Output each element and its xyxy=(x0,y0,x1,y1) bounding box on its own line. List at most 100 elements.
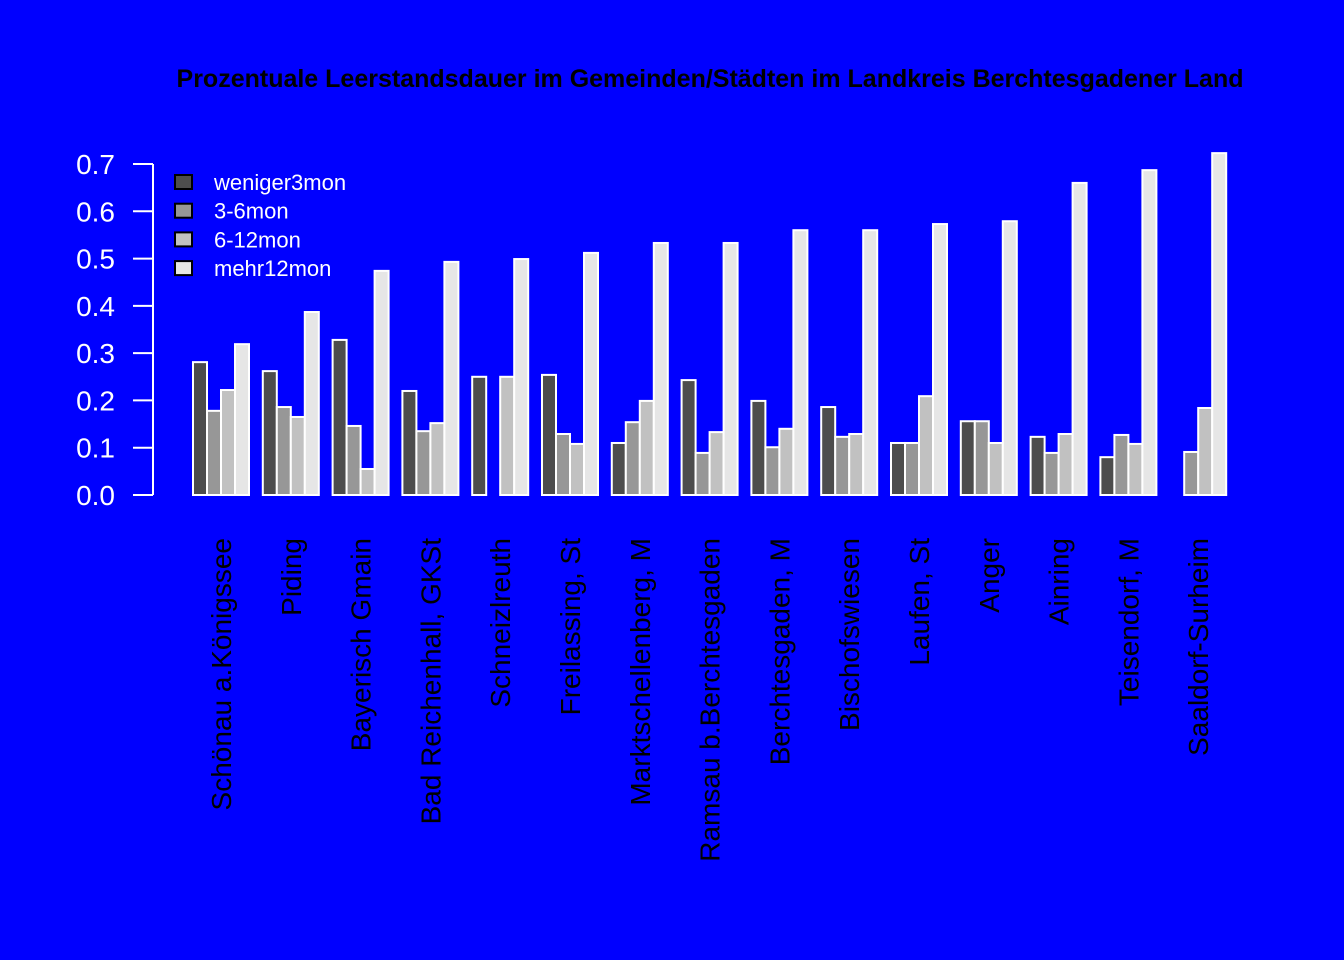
legend-label: 3-6mon xyxy=(214,199,289,224)
bar-mehr12mon xyxy=(1141,169,1158,496)
x-tick-label: Freilassing, St xyxy=(555,538,586,716)
bar-weniger3mon xyxy=(1099,456,1116,496)
y-tick-label: 0.7 xyxy=(76,149,115,180)
bar-group xyxy=(261,311,320,497)
legend: weniger3mon 3-6mon 6-12mon mehr12mon xyxy=(174,170,346,281)
bar-mehr12mon xyxy=(303,311,320,496)
x-tick-label: Bischofswiesen xyxy=(834,538,865,731)
x-tick-label: Schneizlreuth xyxy=(485,538,516,708)
bar-mehr12mon xyxy=(652,241,669,496)
bar-6-12mon xyxy=(220,389,236,497)
bar-group xyxy=(1099,169,1158,496)
y-tick-label: 0.1 xyxy=(76,433,115,464)
bar-weniger3mon xyxy=(192,361,208,496)
y-tick-label: 0.2 xyxy=(76,385,115,416)
bar-6-12mon xyxy=(987,441,1004,497)
bar-3-6mon xyxy=(973,420,990,496)
bar-weniger3mon xyxy=(471,375,488,496)
bar-6-12mon xyxy=(708,431,725,496)
bar-mehr12mon xyxy=(513,258,530,496)
x-tick-label: Bayerisch Gmain xyxy=(346,538,377,751)
bar-group xyxy=(331,269,390,497)
bar-group xyxy=(401,260,460,497)
bar-3-6mon xyxy=(275,406,292,497)
bar-6-12mon xyxy=(359,467,376,497)
y-tick-label: 0.4 xyxy=(76,291,115,322)
bar-mehr12mon xyxy=(1211,152,1228,496)
bar-3-6mon xyxy=(206,409,222,496)
bar-group xyxy=(471,258,530,496)
bar-6-12mon xyxy=(848,433,865,497)
bar-mehr12mon xyxy=(1001,220,1018,496)
bar-weniger3mon xyxy=(541,373,557,496)
y-tick-label: 0.5 xyxy=(76,244,115,275)
x-axis-labels: Schönau a.Königssee Piding Bayerisch Gmain… xyxy=(206,538,1214,862)
x-tick-label: Berchtesgaden, M xyxy=(764,538,795,765)
x-tick-label: Ramsau b.Berchtesgaden xyxy=(695,538,726,862)
bar-3-6mon xyxy=(555,433,571,497)
legend-label: 6-12mon xyxy=(214,227,301,252)
bar-mehr12mon xyxy=(234,343,250,496)
bar-3-6mon xyxy=(1183,450,1200,496)
bar-mehr12mon xyxy=(373,269,390,497)
bar-mehr12mon xyxy=(722,241,739,496)
bar-6-12mon xyxy=(1197,406,1214,497)
bar-group xyxy=(541,251,599,497)
bar-6-12mon xyxy=(429,422,446,496)
y-tick-label: 0.0 xyxy=(76,480,115,511)
bar-group xyxy=(1183,152,1228,497)
bar-mehr12mon xyxy=(443,260,460,497)
bar-group xyxy=(192,343,250,497)
y-tick-label: 0.3 xyxy=(76,338,115,369)
bar-3-6mon xyxy=(345,424,362,496)
bar-group xyxy=(610,241,669,497)
x-tick-label: Schönau a.Königssee xyxy=(206,538,237,810)
bar-group xyxy=(1029,181,1088,497)
bar-weniger3mon xyxy=(331,338,348,496)
x-tick-label: Bad Reichenhall, GKSt xyxy=(415,538,446,825)
bar-3-6mon xyxy=(694,451,711,496)
bar-group xyxy=(750,229,809,496)
bar-6-12mon xyxy=(499,375,516,496)
bar-group xyxy=(890,223,948,497)
bar-3-6mon xyxy=(624,421,641,496)
x-tick-label: Piding xyxy=(276,538,307,616)
bar-weniger3mon xyxy=(750,399,767,496)
legend-label: weniger3mon xyxy=(213,170,346,195)
bar-6-12mon xyxy=(1127,442,1144,496)
x-tick-label: Anger xyxy=(974,538,1005,613)
bar-weniger3mon xyxy=(401,389,418,497)
x-tick-label: Laufen, St xyxy=(904,538,935,666)
bar-mehr12mon xyxy=(862,229,879,496)
chart-title: Prozentuale Leerstandsdauer im Gemeinden… xyxy=(177,65,1244,93)
bar-3-6mon xyxy=(764,446,781,496)
bar-weniger3mon xyxy=(890,441,906,497)
legend-swatch-3-6mon xyxy=(174,202,193,219)
bar-weniger3mon xyxy=(1029,435,1046,496)
bar-3-6mon xyxy=(904,441,920,497)
bar-weniger3mon xyxy=(959,420,976,496)
x-tick-label: Teisendorf, M xyxy=(1113,538,1144,706)
legend-swatch-6-12mon xyxy=(174,231,193,248)
bar-3-6mon xyxy=(1113,433,1130,496)
bar-6-12mon xyxy=(918,395,934,496)
bar-weniger3mon xyxy=(820,406,837,497)
bar-weniger3mon xyxy=(680,379,697,496)
bar-3-6mon xyxy=(834,435,851,496)
bar-6-12mon xyxy=(638,399,655,496)
bar-3-6mon xyxy=(1043,451,1060,496)
bar-mehr12mon xyxy=(792,229,809,496)
bar-mehr12mon xyxy=(932,223,948,496)
bar-6-12mon xyxy=(778,427,795,496)
bar-weniger3mon xyxy=(610,441,627,497)
bars xyxy=(192,152,1228,497)
legend-swatch-weniger3mon xyxy=(174,174,193,190)
x-tick-label: Saaldorf-Surheim xyxy=(1183,538,1214,756)
bar-group xyxy=(680,241,739,496)
y-axis: 0.0 0.1 0.2 0.3 0.4 0.5 0.6 0.7 xyxy=(76,149,154,511)
bar-mehr12mon xyxy=(583,251,599,496)
bar-6-12mon xyxy=(569,442,585,496)
bar-3-6mon xyxy=(415,430,432,496)
y-tick-label: 0.6 xyxy=(76,196,115,227)
